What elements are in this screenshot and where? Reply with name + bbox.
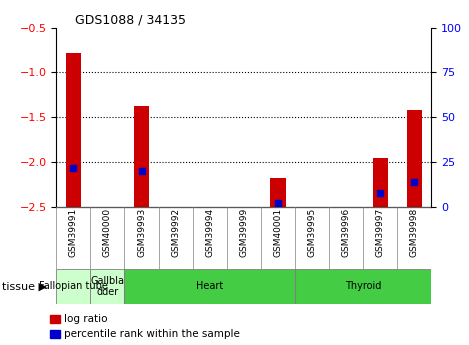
Text: Thyroid: Thyroid [345,282,381,291]
Bar [373,158,388,207]
Point [411,179,418,185]
Bar [270,178,286,207]
Text: percentile rank within the sample: percentile rank within the sample [64,329,240,339]
Text: tissue ▶: tissue ▶ [2,282,47,291]
Text: GSM39992: GSM39992 [171,208,180,257]
Point [138,168,145,174]
Text: GSM40001: GSM40001 [273,208,282,257]
Text: GSM40000: GSM40000 [103,208,112,257]
Point [377,190,384,195]
Text: Gallbla
dder: Gallbla dder [91,276,124,297]
Text: GSM39993: GSM39993 [137,208,146,257]
Text: GSM39997: GSM39997 [376,208,385,257]
FancyBboxPatch shape [56,269,91,304]
Text: log ratio: log ratio [64,314,107,324]
Bar [51,331,60,338]
Bar [134,106,149,207]
FancyBboxPatch shape [124,269,295,304]
Text: GSM39994: GSM39994 [205,208,214,257]
Text: GSM39999: GSM39999 [239,208,249,257]
Point [69,165,77,170]
Text: Heart: Heart [196,282,223,291]
Text: GSM39996: GSM39996 [342,208,351,257]
Text: Fallopian tube: Fallopian tube [39,282,108,291]
Text: GSM39998: GSM39998 [410,208,419,257]
Point [274,201,282,206]
Text: GSM39991: GSM39991 [69,208,78,257]
FancyBboxPatch shape [91,269,124,304]
Bar [51,315,60,323]
FancyBboxPatch shape [295,269,431,304]
Bar [407,110,422,207]
Text: GSM39995: GSM39995 [308,208,317,257]
Bar [66,53,81,207]
Text: GDS1088 / 34135: GDS1088 / 34135 [75,13,186,27]
